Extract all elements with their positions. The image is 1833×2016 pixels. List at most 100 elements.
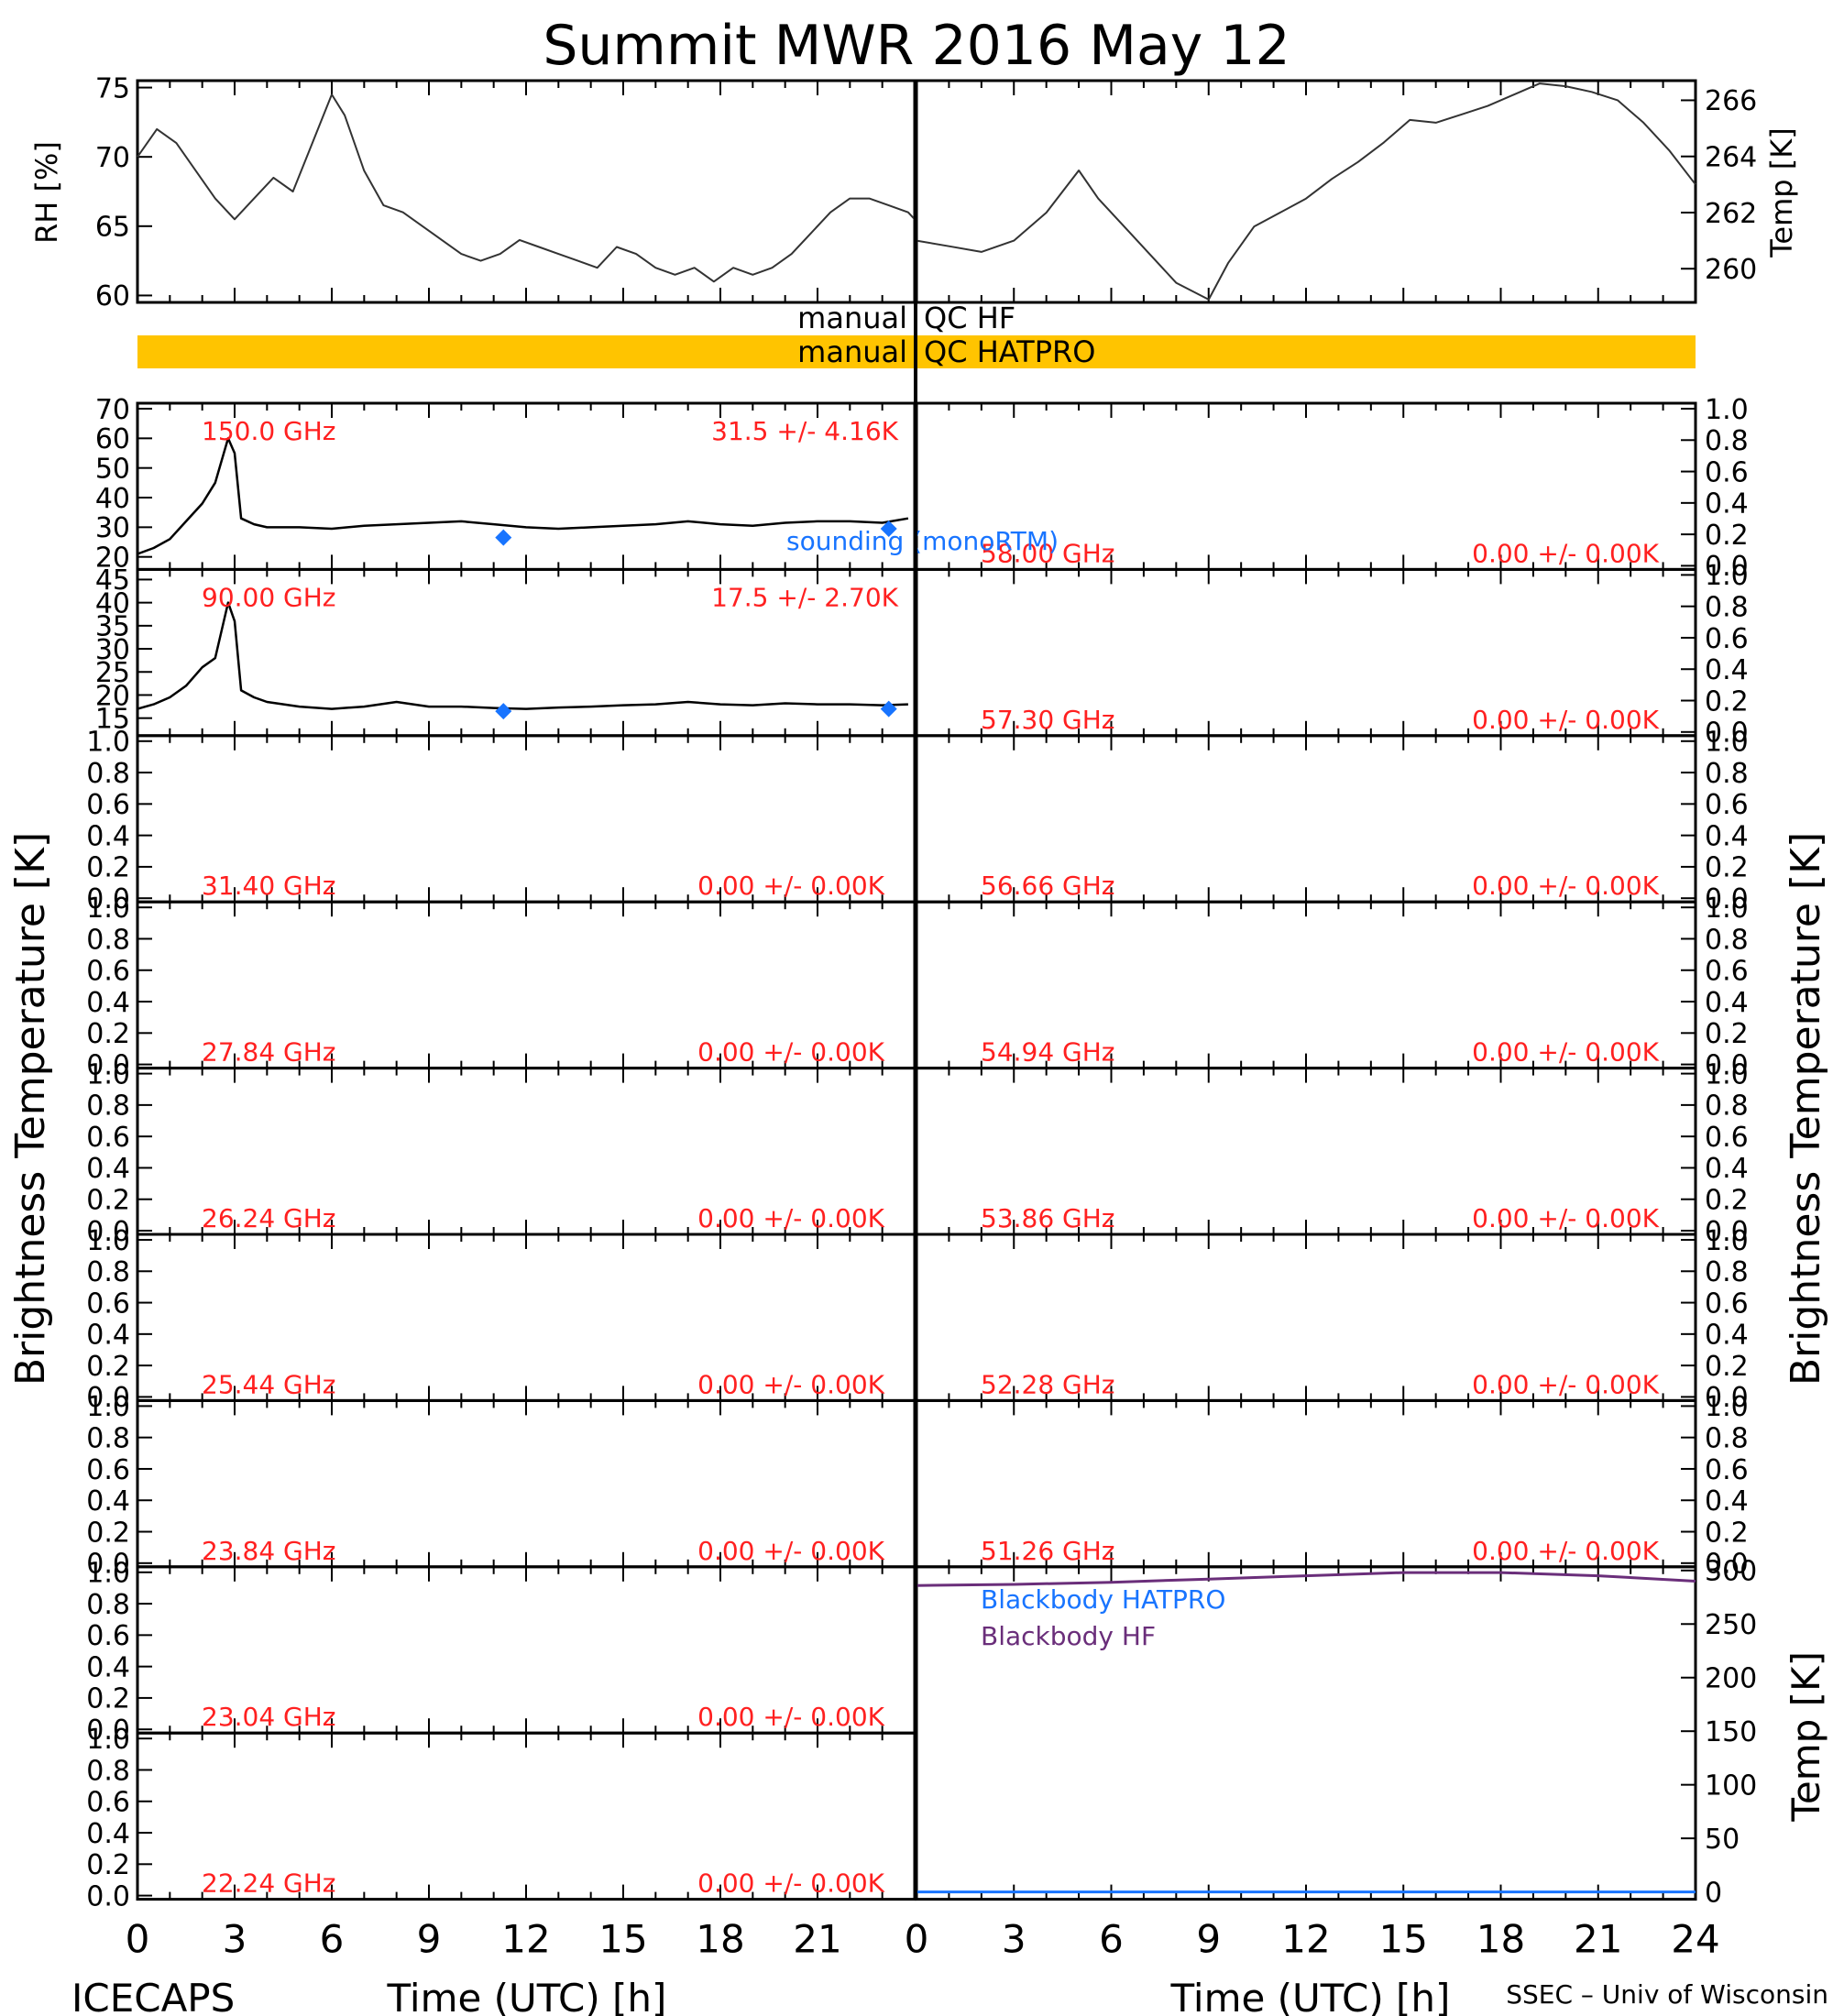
tb-right-6-ytick-label: 0.2 bbox=[1705, 1517, 1749, 1549]
tb-left-freq-label: 23.84 GHz bbox=[202, 1536, 336, 1566]
bb-legend-hatpro: Blackbody HATPRO bbox=[981, 1584, 1225, 1615]
bb-axis-label: Temp [K] bbox=[1784, 1651, 1828, 1823]
tb-left-freq-label: 23.04 GHz bbox=[202, 1702, 336, 1732]
tb-left-1-ytick-label: 35 bbox=[95, 611, 130, 643]
bb-ytick-label: 100 bbox=[1705, 1769, 1757, 1802]
tb-left-stat-label: 0.00 +/- 0.00K bbox=[697, 1702, 884, 1732]
tb-left-7-ytick-label: 0.2 bbox=[86, 1683, 130, 1715]
tb-left-4-ytick-label: 0.0 bbox=[86, 1216, 130, 1248]
bb-ytick-label: 50 bbox=[1705, 1824, 1740, 1856]
tb-left-5-ytick-label: 0.0 bbox=[86, 1382, 130, 1414]
rh-ytick-label: 70 bbox=[95, 142, 130, 174]
tb-hf150-freq-label: 150.0 GHz bbox=[202, 416, 336, 446]
time-tick-right: 12 bbox=[1281, 1917, 1330, 1962]
time-tick-right: 3 bbox=[1002, 1917, 1026, 1962]
tb-right-2-ytick-label: 0.0 bbox=[1705, 883, 1749, 915]
rh-axis-label: RH [%] bbox=[29, 141, 64, 244]
rh-ytick-label: 65 bbox=[95, 212, 130, 244]
qc-hatpro-label-a: manual bbox=[797, 334, 907, 369]
time-tick-right: 15 bbox=[1379, 1917, 1428, 1962]
tb-left-8-ytick-label: 1.0 bbox=[86, 1724, 130, 1756]
bb-ytick-label: 200 bbox=[1705, 1663, 1757, 1695]
tb-right-1-ytick-label: 0.4 bbox=[1705, 654, 1749, 686]
sounding-point bbox=[495, 703, 512, 720]
tb-hf150-stat-label: 31.5 +/- 4.16K bbox=[711, 416, 898, 446]
tb-left-1-ytick-label: 30 bbox=[95, 634, 130, 666]
tb-hf90-stat-label: 17.5 +/- 2.70K bbox=[711, 582, 898, 612]
bb-ytick-label: 250 bbox=[1705, 1609, 1757, 1641]
tb-left-5-ytick-label: 1.0 bbox=[86, 1225, 130, 1257]
tb-hf90-freq-label: 90.00 GHz bbox=[202, 582, 336, 612]
tb-right-stat-label: 0.00 +/- 0.00K bbox=[1472, 1369, 1659, 1399]
tb-right-3-ytick-label: 0.0 bbox=[1705, 1049, 1749, 1081]
temp-ytick-label: 260 bbox=[1705, 254, 1757, 286]
tb-right-freq-label: 54.94 GHz bbox=[981, 1037, 1115, 1068]
time-tick-right: 0 bbox=[905, 1917, 929, 1962]
tb-left-stat-label: 0.00 +/- 0.00K bbox=[697, 1536, 884, 1566]
tb-left-4-ytick-label: 0.4 bbox=[86, 1153, 130, 1185]
tb-right-5-ytick-label: 0.4 bbox=[1705, 1320, 1749, 1352]
tb-right-0-ytick-label: 0.8 bbox=[1705, 425, 1749, 457]
footer-right: SSEC – Univ of Wisconsin bbox=[1506, 1979, 1828, 2010]
tb-right-stat-label: 0.00 +/- 0.00K bbox=[1472, 871, 1659, 901]
tb-right-2-ytick-label: 1.0 bbox=[1705, 727, 1749, 759]
tb-left-6-ytick-label: 0.0 bbox=[86, 1549, 130, 1581]
tb-left-2-ytick-label: 0.4 bbox=[86, 820, 130, 852]
time-tick-left: 12 bbox=[501, 1917, 550, 1962]
temp-ytick-label: 266 bbox=[1705, 85, 1757, 117]
tb-right-0-ytick-label: 0.4 bbox=[1705, 488, 1749, 520]
tb-right-4-ytick-label: 0.6 bbox=[1705, 1122, 1749, 1154]
temp-axis-label: Temp [K] bbox=[1764, 127, 1799, 257]
time-tick-right: 18 bbox=[1476, 1917, 1525, 1962]
tb-left-0-ytick-label: 50 bbox=[95, 453, 130, 485]
tb-right-3-ytick-label: 0.8 bbox=[1705, 924, 1749, 956]
tb-left-1-ytick-label: 25 bbox=[95, 657, 130, 689]
tb-right-5-ytick-label: 0.6 bbox=[1705, 1287, 1749, 1320]
qc-hf-label-b: QC HF bbox=[924, 301, 1015, 335]
tb-right-freq-label: 56.66 GHz bbox=[981, 871, 1115, 901]
tb-left-freq-label: 22.24 GHz bbox=[202, 1868, 336, 1899]
sounding-point bbox=[880, 520, 897, 537]
tb-right-3-ytick-label: 0.2 bbox=[1705, 1018, 1749, 1050]
tb-right-1-ytick-label: 0.2 bbox=[1705, 685, 1749, 718]
time-tick-right: 24 bbox=[1671, 1917, 1719, 1962]
tb-right-1-ytick-label: 0.6 bbox=[1705, 623, 1749, 655]
tb-left-4-ytick-label: 0.6 bbox=[86, 1122, 130, 1154]
rh-series-line bbox=[137, 93, 916, 283]
tb-right-0-ytick-label: 1.0 bbox=[1705, 394, 1749, 426]
bb-series-line bbox=[916, 1571, 1696, 1587]
tb-left-6-ytick-label: 0.4 bbox=[86, 1485, 130, 1517]
tb-left-3-ytick-label: 0.2 bbox=[86, 1018, 130, 1050]
tb-right-4-ytick-label: 0.8 bbox=[1705, 1090, 1749, 1123]
tb-right-2-ytick-label: 0.6 bbox=[1705, 789, 1749, 821]
tb-right-2-ytick-label: 0.2 bbox=[1705, 852, 1749, 884]
time-tick-left: 0 bbox=[126, 1917, 150, 1962]
tb-left-8-ytick-label: 0.6 bbox=[86, 1787, 130, 1819]
tb-right-0-ytick-label: 0.0 bbox=[1705, 551, 1749, 583]
tb-left-8-ytick-label: 0.4 bbox=[86, 1818, 130, 1850]
tb-left-7-ytick-label: 0.4 bbox=[86, 1651, 130, 1683]
tb-left-1-ytick-label: 45 bbox=[95, 564, 130, 597]
tb-left-stat-label: 0.00 +/- 0.00K bbox=[697, 1203, 884, 1233]
tb-left-1-ytick-label: 20 bbox=[95, 680, 130, 712]
tb-right-1-ytick-label: 0.8 bbox=[1705, 591, 1749, 623]
bb-ytick-label: 0 bbox=[1705, 1877, 1722, 1909]
qc-hatpro-label-b: QC HATPRO bbox=[924, 334, 1095, 369]
tb-right-0-ytick-label: 0.2 bbox=[1705, 520, 1749, 552]
tb-left-freq-label: 25.44 GHz bbox=[202, 1369, 336, 1399]
tb-right-freq-label: 52.28 GHz bbox=[981, 1369, 1115, 1399]
tb-left-8-ytick-label: 0.0 bbox=[86, 1880, 130, 1912]
tb-left-3-ytick-label: 1.0 bbox=[86, 893, 130, 925]
tb-left-4-ytick-label: 0.2 bbox=[86, 1185, 130, 1217]
bb-ytick-label: 150 bbox=[1705, 1716, 1757, 1748]
tb-left-2-ytick-label: 0.8 bbox=[86, 758, 130, 790]
time-tick-left: 18 bbox=[696, 1917, 744, 1962]
tb-right-3-ytick-label: 0.6 bbox=[1705, 956, 1749, 988]
tb-right-freq-label: 53.86 GHz bbox=[981, 1203, 1115, 1233]
tb-left-axis-label: Brightness Temperature [K] bbox=[7, 832, 54, 1386]
tb-right-stat-label: 0.00 +/- 0.00K bbox=[1472, 538, 1659, 568]
tb-right-5-ytick-label: 0.8 bbox=[1705, 1256, 1749, 1288]
tb-left-0-ytick-label: 60 bbox=[95, 423, 130, 455]
tb-left-6-ytick-label: 0.2 bbox=[86, 1517, 130, 1549]
